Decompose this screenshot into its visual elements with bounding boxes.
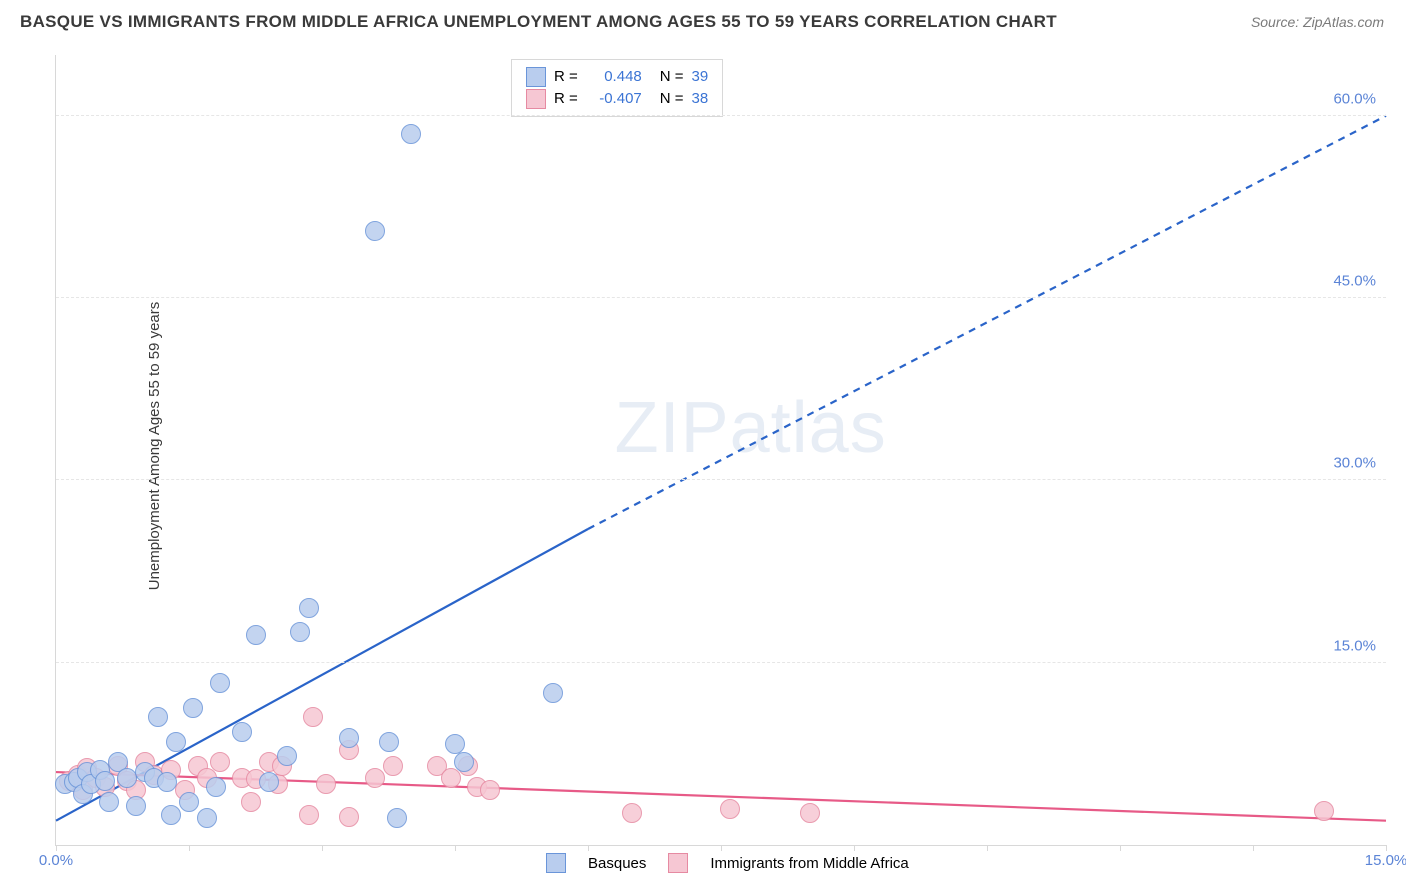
data-point (241, 792, 261, 812)
data-point (303, 707, 323, 727)
data-point (622, 803, 642, 823)
data-point (126, 796, 146, 816)
stat-n-label: N = (660, 88, 684, 110)
stat-r-value-immigrants: -0.407 (586, 88, 642, 110)
legend-row-basques: R = 0.448 N = 39 (526, 66, 708, 88)
data-point (148, 707, 168, 727)
data-point (99, 792, 119, 812)
data-point (210, 673, 230, 693)
data-point (183, 698, 203, 718)
data-point (480, 780, 500, 800)
swatch-basques-icon (526, 67, 546, 87)
x-tick-mark (1386, 845, 1387, 851)
gridline (56, 115, 1386, 116)
source-label: Source: ZipAtlas.com (1251, 14, 1384, 30)
swatch-immigrants-icon (526, 89, 546, 109)
data-point (277, 746, 297, 766)
x-tick-mark (56, 845, 57, 851)
legend-label-basques: Basques (588, 855, 646, 872)
y-tick-label: 30.0% (1333, 455, 1376, 472)
stat-n-value-immigrants: 38 (692, 88, 709, 110)
trend-lines (56, 55, 1386, 845)
data-point (1314, 801, 1334, 821)
gridline (56, 662, 1386, 663)
data-point (445, 734, 465, 754)
y-tick-label: 45.0% (1333, 273, 1376, 290)
data-point (401, 124, 421, 144)
data-point (179, 792, 199, 812)
x-tick-mark (455, 845, 456, 851)
chart-title: BASQUE VS IMMIGRANTS FROM MIDDLE AFRICA … (20, 12, 1057, 32)
legend-row-immigrants: R = -0.407 N = 38 (526, 88, 708, 110)
data-point (800, 803, 820, 823)
data-point (290, 622, 310, 642)
data-point (299, 598, 319, 618)
x-tick-mark (854, 845, 855, 851)
data-point (339, 807, 359, 827)
gridline (56, 297, 1386, 298)
x-tick-label: 15.0% (1365, 852, 1406, 869)
correlation-legend: R = 0.448 N = 39 R = -0.407 N = 38 (511, 59, 723, 117)
data-point (232, 722, 252, 742)
stat-n-label: N = (660, 66, 684, 88)
data-point (95, 771, 115, 791)
series-legend: Basques Immigrants from Middle Africa (546, 853, 909, 873)
x-tick-mark (1253, 845, 1254, 851)
x-tick-mark (189, 845, 190, 851)
data-point (197, 808, 217, 828)
data-point (246, 625, 266, 645)
data-point (387, 808, 407, 828)
data-point (543, 683, 563, 703)
y-tick-label: 15.0% (1333, 637, 1376, 654)
swatch-immigrants-icon (668, 853, 688, 873)
x-tick-mark (987, 845, 988, 851)
data-point (206, 777, 226, 797)
stat-r-label: R = (554, 66, 578, 88)
legend-label-immigrants: Immigrants from Middle Africa (710, 855, 908, 872)
data-point (166, 732, 186, 752)
data-point (365, 221, 385, 241)
stat-r-value-basques: 0.448 (586, 66, 642, 88)
data-point (161, 805, 181, 825)
x-tick-mark (721, 845, 722, 851)
stat-r-label: R = (554, 88, 578, 110)
x-tick-label: 0.0% (39, 852, 73, 869)
data-point (299, 805, 319, 825)
data-point (210, 752, 230, 772)
data-point (383, 756, 403, 776)
y-tick-label: 60.0% (1333, 90, 1376, 107)
data-point (339, 728, 359, 748)
data-point (316, 774, 336, 794)
data-point (454, 752, 474, 772)
data-point (157, 772, 177, 792)
data-point (720, 799, 740, 819)
data-point (379, 732, 399, 752)
x-tick-mark (1120, 845, 1121, 851)
stat-n-value-basques: 39 (692, 66, 709, 88)
data-point (441, 768, 461, 788)
gridline (56, 479, 1386, 480)
data-point (365, 768, 385, 788)
x-tick-mark (588, 845, 589, 851)
data-point (259, 772, 279, 792)
swatch-basques-icon (546, 853, 566, 873)
scatter-plot: ZIPatlas R = 0.448 N = 39 R = -0.407 N =… (55, 55, 1386, 846)
x-tick-mark (322, 845, 323, 851)
